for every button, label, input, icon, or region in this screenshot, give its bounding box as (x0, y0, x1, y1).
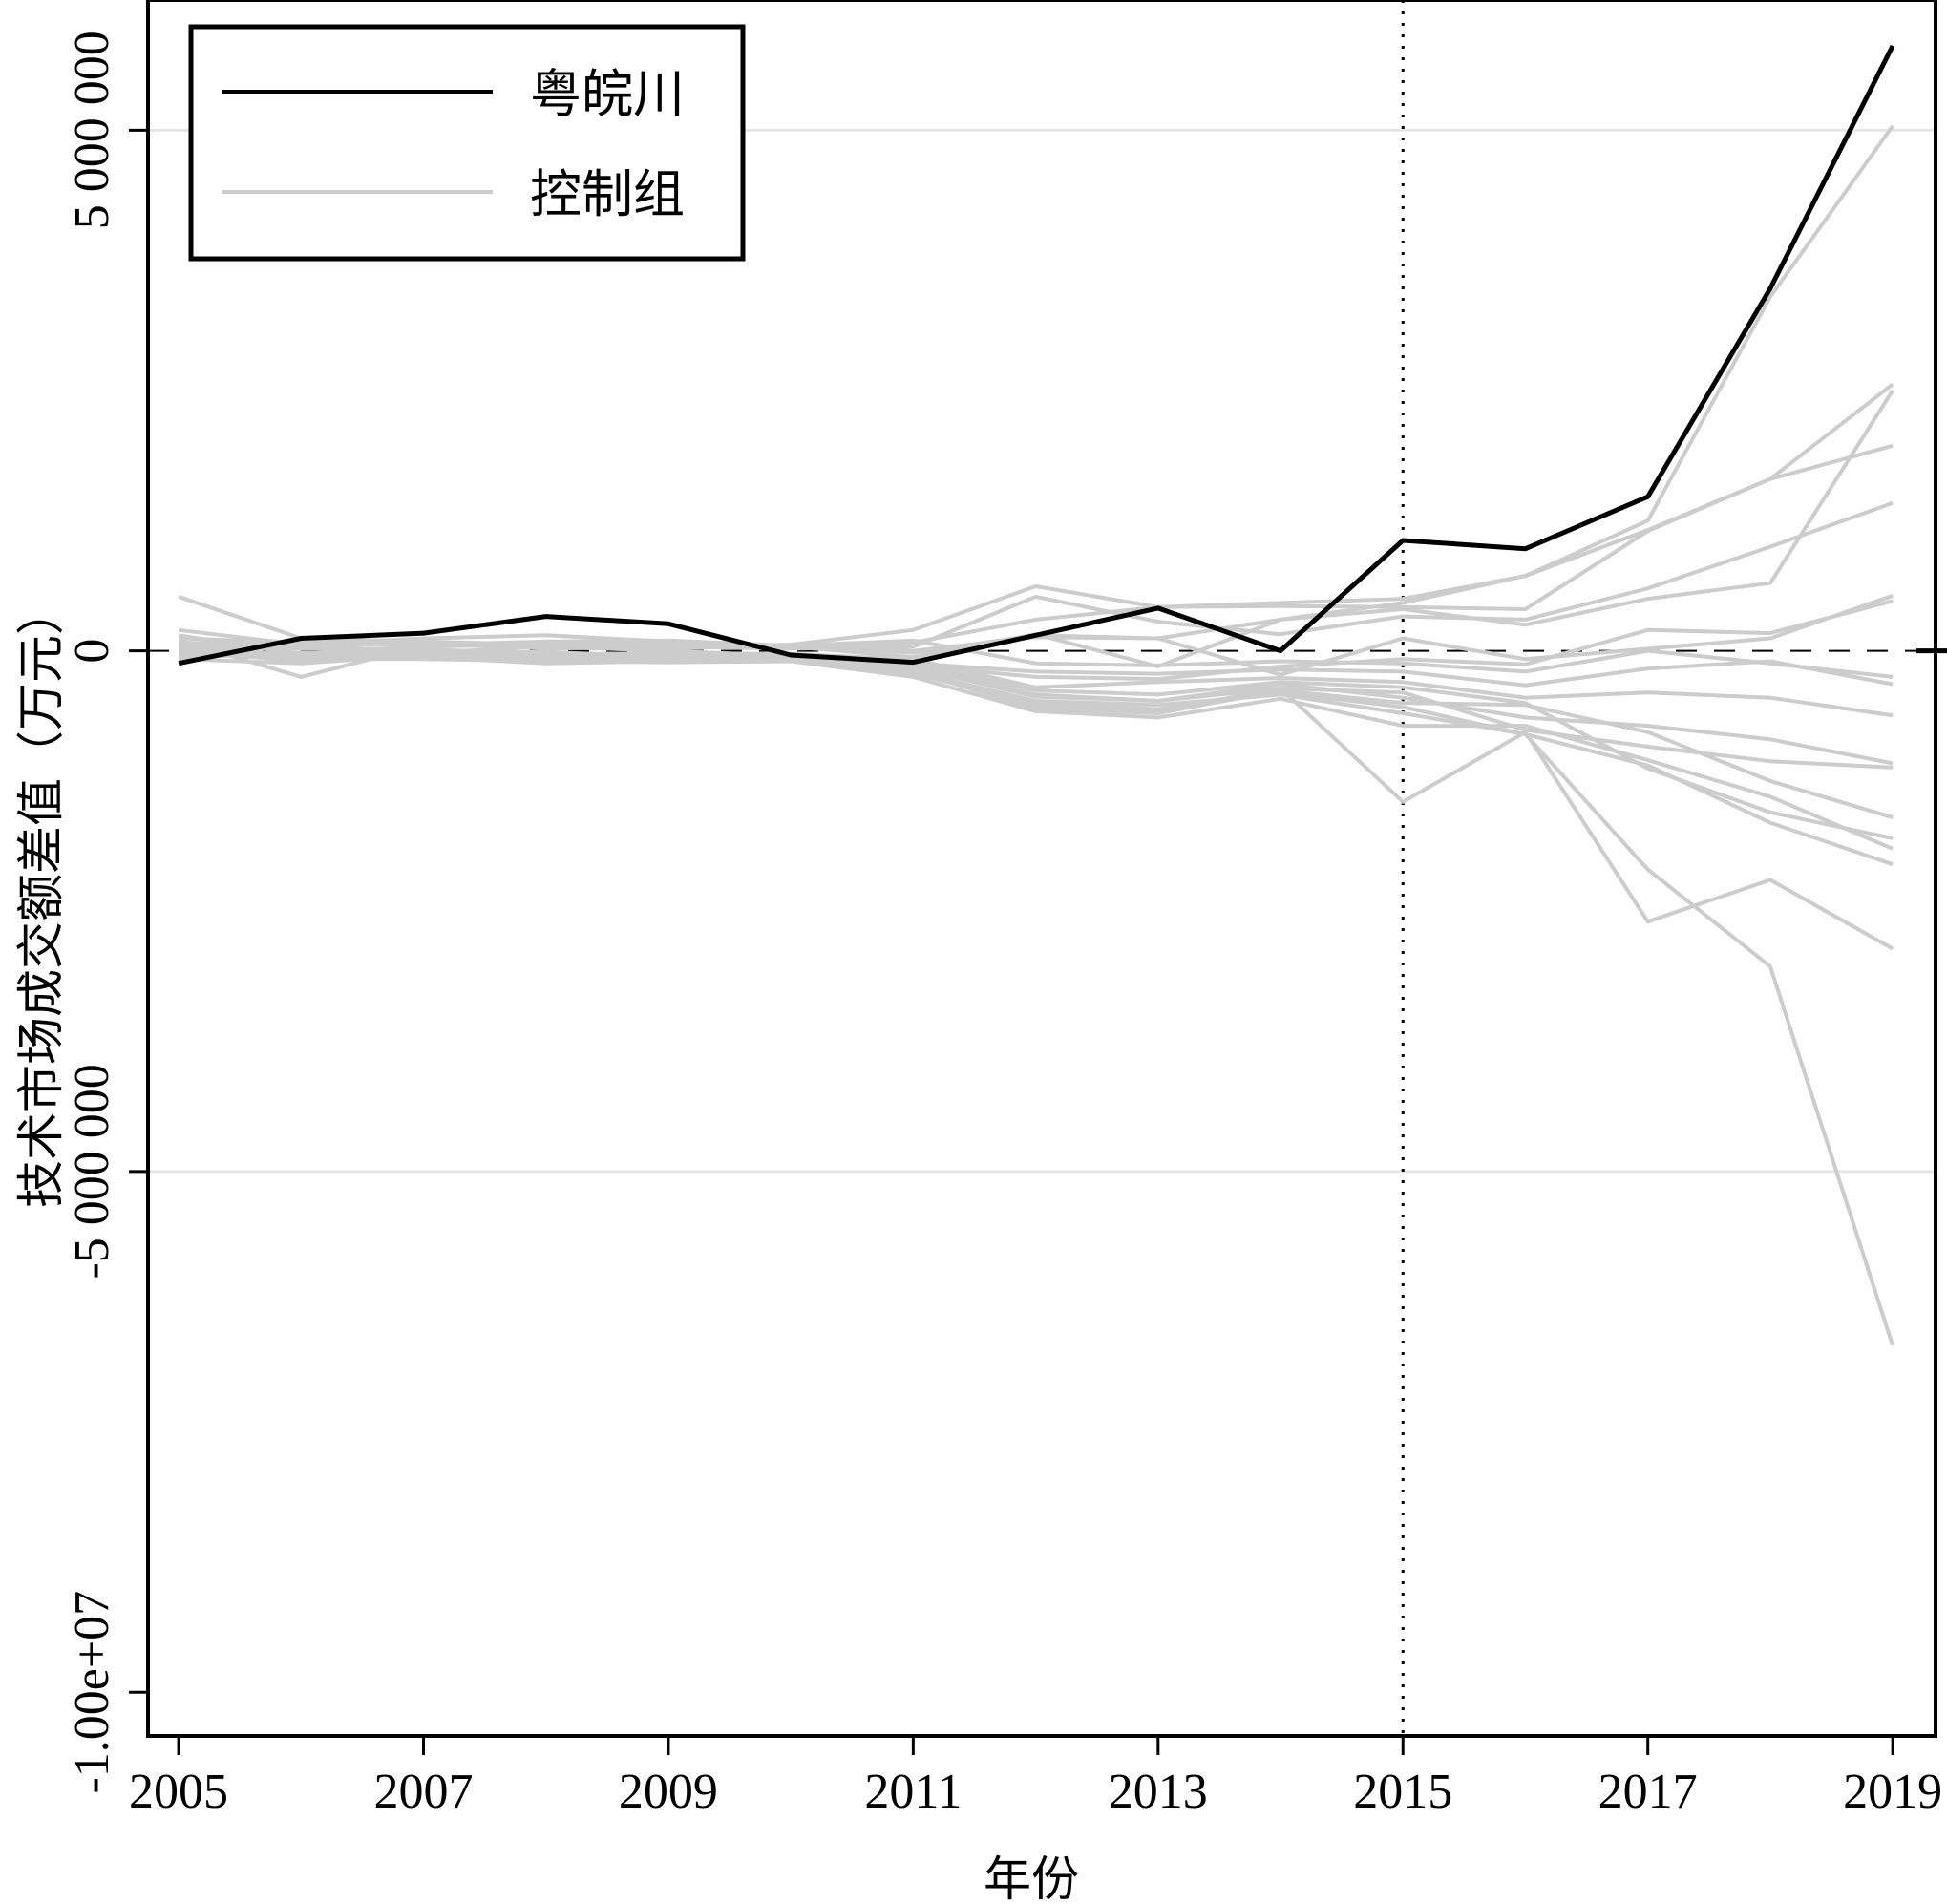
y-tick-label: -1.00e+07 (65, 1591, 119, 1794)
control-series-line (179, 647, 1894, 951)
plot-frame (146, 0, 1937, 1738)
axes: 2005 2007 2009 2011 2013 2015 2017 2019 5 000 00… (65, 31, 1947, 1819)
y-axis-title: 技术市场成交额差值（万元） (13, 587, 69, 1208)
control-series-line (179, 651, 1894, 851)
x-tick-label: 2007 (373, 1765, 473, 1819)
legend: 粤皖川 控制组 (188, 24, 746, 262)
control-series-line (179, 636, 1894, 679)
treated-line (178, 44, 1895, 666)
control-series-line (179, 645, 1894, 840)
x-tick-label: 2019 (1843, 1765, 1942, 1819)
legend-label-control: 控制组 (530, 164, 685, 224)
x-tick-label: 2015 (1353, 1765, 1452, 1819)
y-tick-label: 0 (65, 639, 119, 664)
x-tick-label: 2009 (619, 1765, 718, 1819)
y-tick-label: -5 000 000 (65, 1064, 119, 1279)
control-group-lines (178, 124, 1895, 1346)
legend-label-treated: 粤皖川 (530, 64, 685, 124)
control-series-line (178, 389, 1894, 668)
y-tick-label: 5 000 000 (65, 31, 119, 229)
x-tick-label: 2013 (1109, 1765, 1208, 1819)
x-axis-title: 年份 (984, 1851, 1079, 1904)
x-tick-label: 2017 (1598, 1765, 1698, 1819)
legend-box (188, 24, 746, 262)
x-tick-label: 2011 (864, 1765, 962, 1819)
treated-series-line (178, 44, 1895, 666)
control-series-line (179, 649, 1895, 1346)
x-tick-label: 2005 (129, 1765, 228, 1819)
